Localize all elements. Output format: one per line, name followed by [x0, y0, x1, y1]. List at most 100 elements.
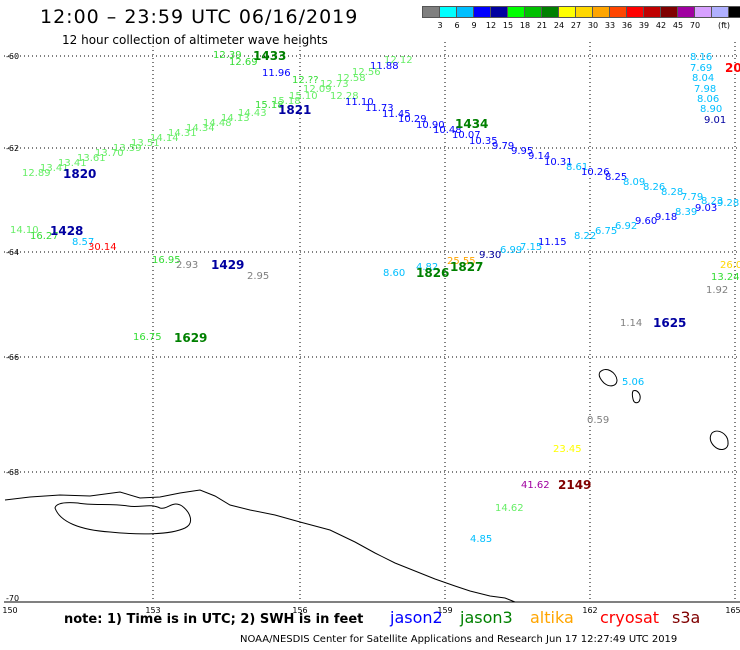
satellite-legend-item: altika	[530, 608, 574, 627]
color-scale-label: 70	[689, 21, 701, 30]
wave-height-value: 0.59	[587, 415, 610, 426]
wave-height-value: 12.69	[229, 57, 258, 68]
wave-height-value: 9.79	[492, 141, 515, 152]
wave-height-value: 41.62	[521, 480, 550, 491]
wave-height-value: 15.10	[289, 91, 318, 102]
wave-height-value: 15.18	[272, 96, 301, 107]
wave-height-value: 11.96	[262, 68, 291, 79]
wave-height-value: 7.98	[694, 84, 717, 95]
island	[631, 390, 641, 404]
wave-height-value: 12.73	[320, 79, 349, 90]
wave-height-value: 9.03	[695, 203, 718, 214]
wave-height-value: 10.31	[544, 157, 573, 168]
pass-time-label: 1433	[253, 49, 287, 63]
wave-height-value: 10.90	[416, 120, 445, 131]
pass-time-label: 1625	[653, 316, 687, 330]
wave-height-value: 11.10	[345, 97, 374, 108]
wave-height-value: 14.31	[168, 128, 197, 139]
satellite-legend-item: jason3	[460, 608, 513, 627]
latitude-label: -60	[6, 52, 20, 61]
wave-height-value: 8.60	[383, 268, 406, 279]
color-scale-label: 33	[604, 21, 616, 30]
wave-height-value: 30.14	[88, 242, 117, 253]
color-scale-label: 39	[638, 21, 650, 30]
color-scale-unit: (ft)	[718, 21, 731, 30]
wave-height-value: 1.92	[706, 285, 729, 296]
satellite-legend-item: jason2	[390, 608, 443, 627]
coastline	[54, 502, 192, 535]
wave-height-value: 11.15	[538, 237, 567, 248]
satellite-legend-item: cryosat	[600, 608, 660, 627]
pass-time-label: 2149	[558, 478, 592, 492]
wave-height-value: 6.92	[615, 221, 638, 232]
wave-height-value: 15.18	[255, 100, 284, 111]
wave-height-value: 10.29	[398, 114, 427, 125]
wave-height-value: 9.60	[635, 216, 658, 227]
wave-height-value: 25.55	[447, 256, 476, 267]
color-scale-label: 30	[587, 21, 599, 30]
page-subtitle: 12 hour collection of altimeter wave hei…	[62, 33, 328, 47]
latitude-label: -62	[6, 144, 20, 153]
wave-height-value: 7.69	[690, 63, 713, 74]
pass-time-label: 1820	[63, 167, 97, 181]
wave-height-value: 13.24	[711, 272, 740, 283]
wave-height-value: 14.13	[221, 113, 250, 124]
wave-height-value: 1.14	[620, 318, 643, 329]
wave-height-value: 12.09	[303, 84, 332, 95]
wave-height-value: 12.12	[384, 55, 413, 66]
wave-height-value: 9.30	[479, 250, 502, 261]
latitude-label: -70	[6, 594, 20, 603]
wave-height-value: 8.57	[72, 237, 95, 248]
color-scale-label: 6	[454, 21, 460, 30]
wave-height-value: 8.39	[675, 207, 698, 218]
color-scale-label: 15	[502, 21, 514, 30]
wave-height-value: 14.10	[10, 225, 39, 236]
credit-line: NOAA/NESDIS Center for Satellite Applica…	[240, 634, 678, 645]
wave-height-value: 6.75	[595, 226, 618, 237]
color-scale-label: 9	[471, 21, 477, 30]
longitude-label: 162	[582, 606, 598, 615]
wave-height-value: 8.22	[574, 231, 597, 242]
wave-height-value: 8.26	[643, 182, 666, 193]
pass-time-label: 1629	[174, 331, 208, 345]
island	[598, 369, 618, 387]
footer-note: note: 1) Time is in UTC; 2) SWH is in fe…	[64, 612, 364, 627]
wave-height-value: 10.07	[452, 130, 481, 141]
wave-height-value: 12.56	[352, 67, 381, 78]
wave-height-value: 7.15	[520, 242, 543, 253]
wave-height-value: 13.59	[113, 143, 142, 154]
wave-height-value: 8.90	[700, 104, 723, 115]
latitude-label: -68	[6, 468, 20, 477]
wave-height-value: 8.04	[692, 73, 715, 84]
wave-height-value: 14.34	[186, 123, 215, 134]
wave-height-value: 16.95	[152, 255, 181, 266]
wave-height-value: 12.??	[292, 75, 319, 86]
wave-height-value: 10.26	[581, 167, 610, 178]
pass-time-label: 1821	[278, 103, 312, 117]
pass-time-label: 1434	[455, 117, 489, 131]
longitude-label: 156	[292, 606, 308, 615]
wave-height-value: 23.45	[553, 444, 582, 455]
wave-height-value: 13.51	[131, 138, 160, 149]
wave-height-value: 8.09	[623, 177, 646, 188]
page-title: 12:00 – 23:59 UTC 06/16/2019	[40, 6, 359, 28]
wave-height-value: 11.73	[365, 103, 394, 114]
coastline	[4, 489, 516, 603]
color-scale-label: 24	[553, 21, 565, 30]
wave-height-value: 26.0	[720, 260, 740, 271]
color-scale-label: 42	[655, 21, 667, 30]
wave-height-value: 13.61	[77, 153, 106, 164]
wave-height-value: 4.85	[470, 534, 493, 545]
wave-height-value: 2.93	[176, 260, 199, 271]
wave-height-value: 14.43	[238, 108, 267, 119]
island	[709, 430, 729, 450]
pass-time-label: 1826	[416, 266, 450, 280]
wave-height-value: 12.58	[337, 73, 366, 84]
wave-height-value: 7.79	[681, 192, 704, 203]
pass-time-label: 1827	[450, 260, 484, 274]
color-scale-label: 21	[536, 21, 548, 30]
pass-time-label: 1429	[211, 258, 245, 272]
wave-height-value: 8.25	[605, 172, 628, 183]
wave-height-value: 16.75	[133, 332, 162, 343]
wave-height-value: 12.28	[330, 91, 359, 102]
